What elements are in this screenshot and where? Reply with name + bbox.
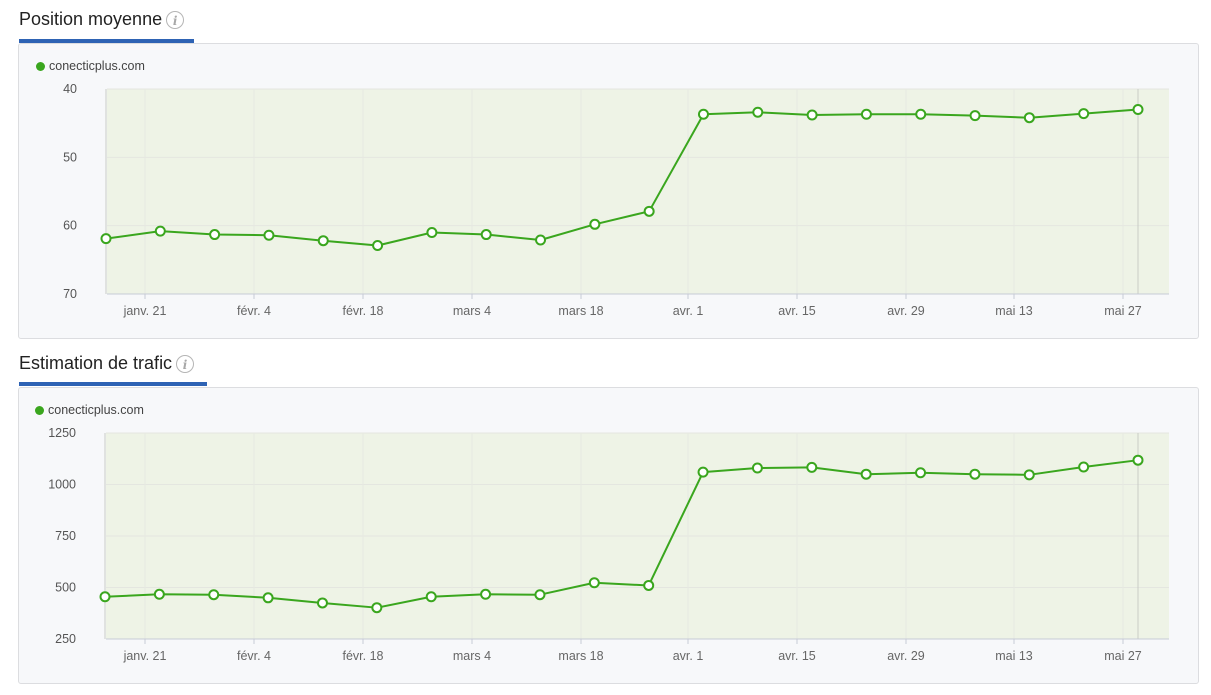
- x-tick-label: mai 13: [995, 649, 1033, 663]
- data-point: [806, 461, 818, 473]
- series-line: [104, 459, 1139, 609]
- x-tick-label: mai 27: [1104, 304, 1142, 318]
- info-icon[interactable]: i: [166, 10, 185, 29]
- data-point: [915, 108, 927, 120]
- x-tick-label: févr. 4: [237, 304, 271, 318]
- legend-dot: [36, 61, 45, 71]
- x-tick-label: mai 27: [1104, 649, 1142, 663]
- data-point: [480, 229, 492, 241]
- x-tick-label: mars 18: [558, 304, 603, 318]
- x-tick-label: mai 13: [995, 304, 1033, 318]
- x-tick-label: févr. 18: [343, 304, 384, 318]
- data-point: [752, 106, 764, 118]
- legend-label: conecticplus.com: [48, 403, 144, 417]
- title-underline: [19, 39, 194, 43]
- legend-item[interactable]: conecticplus.com: [35, 403, 144, 417]
- chart-panel-trafic: conecticplus.com 250 500 750 1000 1250 janv. …: [18, 387, 1199, 684]
- line-chart-trafic: 250 500 750 1000 1250 janv. 21 févr. 4 févr. 18…: [48, 426, 1169, 663]
- x-tick-label: févr. 4: [237, 649, 271, 663]
- data-point: [208, 589, 220, 601]
- data-point: [535, 234, 547, 246]
- info-icon[interactable]: i: [176, 354, 195, 373]
- chart-title-text: Position moyenne: [19, 9, 163, 29]
- y-tick-label: 750: [55, 529, 76, 543]
- data-point: [643, 205, 655, 217]
- x-tick-label: avr. 1: [673, 304, 704, 318]
- x-tick-label: avr. 15: [778, 304, 816, 318]
- data-point: [480, 588, 492, 600]
- data-point: [425, 591, 437, 603]
- chart-panel-position: conecticplus.com 40 50 60 70 janv. 21 févr. 4…: [18, 43, 1199, 339]
- x-tick-label: janv. 21: [123, 304, 167, 318]
- y-tick-label: 500: [55, 581, 76, 595]
- data-point: [371, 602, 383, 614]
- y-tick-label: 40: [63, 82, 77, 96]
- data-point: [316, 597, 328, 609]
- legend-item[interactable]: conecticplus.com: [36, 59, 145, 73]
- data-point: [751, 462, 763, 474]
- data-point: [317, 235, 329, 247]
- x-tick-label: avr. 29: [887, 649, 925, 663]
- data-point: [969, 468, 981, 480]
- x-tick-label: mars 18: [558, 649, 603, 663]
- data-point: [372, 239, 384, 251]
- data-point: [154, 225, 166, 237]
- data-point: [588, 577, 600, 589]
- title-underline: [19, 382, 207, 386]
- data-point: [263, 229, 275, 241]
- y-tick-label: 250: [55, 632, 76, 646]
- y-tick-label: 1000: [48, 478, 76, 492]
- y-tick-label: 50: [63, 150, 77, 164]
- data-point: [262, 592, 274, 604]
- data-point: [806, 109, 818, 121]
- legend-dot: [35, 405, 44, 415]
- chart-title-position: Position moyenne i: [19, 9, 185, 30]
- y-tick-label: 60: [63, 219, 77, 233]
- data-point: [153, 588, 165, 600]
- data-point: [860, 108, 872, 120]
- data-point: [697, 466, 709, 478]
- data-point: [1078, 461, 1090, 473]
- data-point: [1132, 104, 1144, 115]
- y-tick-label: 70: [63, 287, 77, 301]
- x-tick-label: févr. 18: [343, 649, 384, 663]
- data-point: [969, 110, 981, 122]
- data-point: [697, 108, 709, 120]
- chart-title-trafic: Estimation de trafic i: [19, 353, 195, 374]
- series-line: [105, 108, 1139, 247]
- data-point: [915, 467, 927, 479]
- y-tick-label: 1250: [48, 426, 76, 440]
- data-point: [1023, 469, 1035, 481]
- data-point: [99, 591, 111, 603]
- legend-label: conecticplus.com: [49, 59, 145, 73]
- data-point: [860, 468, 872, 480]
- x-tick-label: avr. 1: [673, 649, 704, 663]
- data-point: [643, 579, 655, 591]
- x-tick-label: avr. 29: [887, 304, 925, 318]
- x-tick-label: janv. 21: [123, 649, 167, 663]
- data-point: [100, 233, 112, 245]
- data-point: [1078, 108, 1090, 120]
- x-tick-label: avr. 15: [778, 649, 816, 663]
- data-point: [534, 589, 546, 601]
- data-point: [426, 227, 438, 238]
- data-point: [1023, 112, 1035, 124]
- chart-title-text: Estimation de trafic: [19, 353, 173, 373]
- line-chart-position: 40 50 60 70 janv. 21 févr. 4 févr. 18 mars 4 mar…: [63, 82, 1169, 318]
- data-point: [1132, 454, 1144, 466]
- data-point: [589, 218, 601, 230]
- x-tick-label: mars 4: [453, 304, 491, 318]
- data-point: [209, 229, 221, 241]
- plot-area: [107, 89, 1169, 294]
- x-tick-label: mars 4: [453, 649, 491, 663]
